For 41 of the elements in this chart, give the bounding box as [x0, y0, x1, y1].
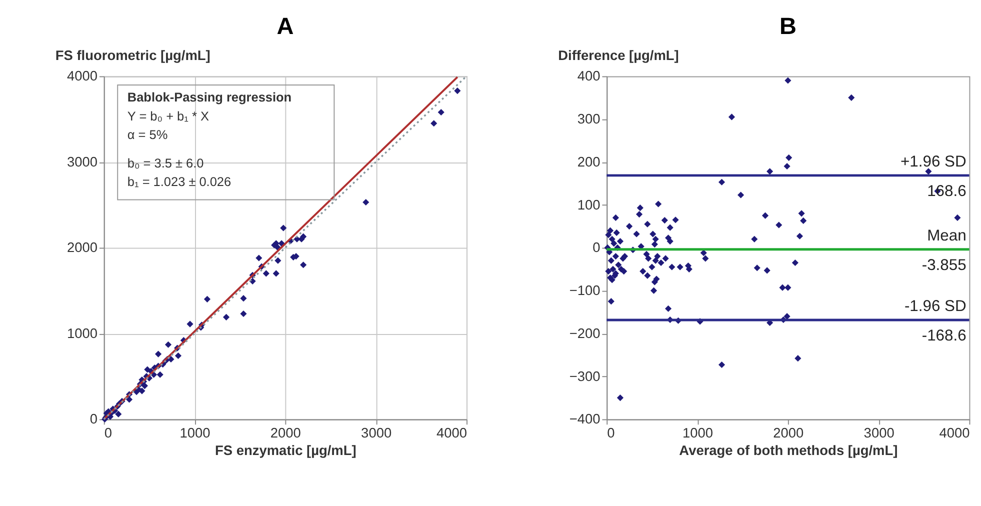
annotation: Y = b₀ + b₁ * X [127, 108, 210, 124]
annotation: -3.855 [922, 256, 967, 274]
y-tick-label: −300 [569, 368, 601, 384]
y-tick-label: 300 [577, 112, 601, 127]
x-tick-label: 0 [104, 425, 112, 440]
x-tick-label: 4000 [939, 425, 970, 440]
y-tick-label: 4000 [66, 68, 98, 84]
x-tick-label: 0 [607, 425, 616, 440]
x-tick-label: 2000 [773, 425, 804, 440]
y-tick-label: −400 [569, 412, 601, 427]
x-axis-title: FS enzymatic [µg/mL] [215, 442, 356, 458]
x-tick-label: 3000 [864, 425, 895, 440]
x-tick-label: 4000 [436, 425, 468, 440]
annotation: α = 5% [127, 126, 168, 142]
y-tick-label: −200 [569, 326, 601, 341]
ref-line-label: +1.96 SD [900, 154, 966, 171]
x-tick-label: 3000 [361, 425, 392, 440]
y-tick-label: 1000 [66, 326, 98, 341]
y-axis-title: Difference [µg/mL] [558, 48, 679, 64]
x-tick-label: 1000 [682, 425, 714, 440]
y-tick-label: 3000 [66, 154, 98, 170]
chart-title: B [779, 13, 796, 40]
y-tick-label: 0 [90, 412, 98, 427]
x-tick-label: 2000 [270, 425, 302, 440]
y-tick-label: 200 [577, 154, 601, 170]
y-tick-label: 400 [577, 68, 601, 84]
y-tick-label: 100 [577, 197, 601, 212]
chart-title: A [276, 13, 294, 40]
y-axis-title: FS fluorometric [µg/mL] [55, 48, 210, 64]
annotation: Bablok-Passing regression [127, 90, 292, 105]
annotation: b₁ = 1.023 ± 0.026 [127, 174, 232, 189]
annotation: 168.6 [927, 183, 967, 200]
x-axis-title: Average of both methods [µg/mL] [679, 442, 898, 458]
y-tick-label: 0 [592, 240, 601, 256]
y-tick-label: 2000 [66, 240, 98, 256]
ref-line-label: -1.96 SD [904, 298, 966, 316]
ref-line-label: Mean [927, 228, 966, 245]
annotation: b₀ = 3.5 ± 6.0 [127, 155, 204, 170]
annotation: -168.6 [922, 328, 967, 345]
x-tick-label: 1000 [180, 425, 211, 440]
y-tick-label: −100 [569, 283, 601, 298]
